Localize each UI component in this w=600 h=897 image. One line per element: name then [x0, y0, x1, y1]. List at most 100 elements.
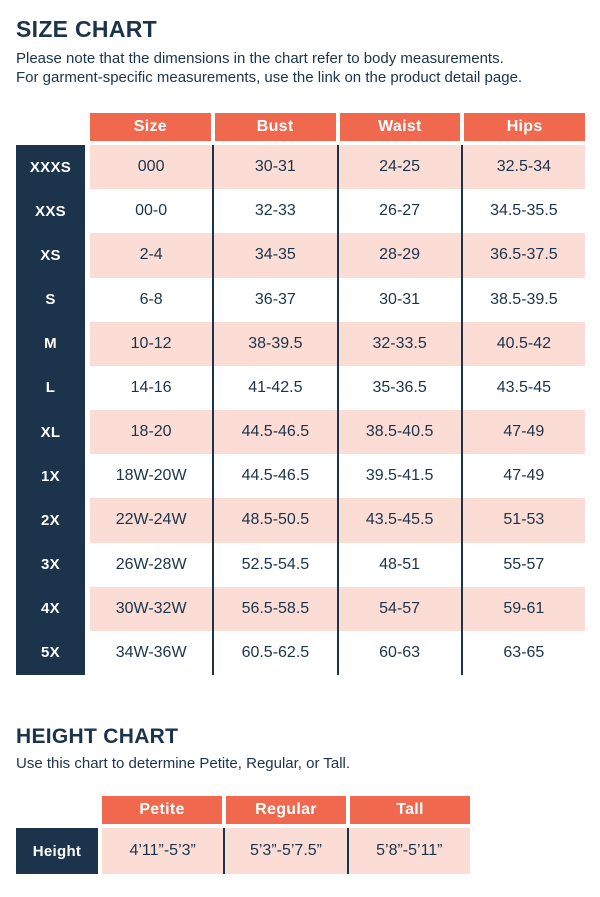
- size-cell-waist: 24-25: [338, 145, 463, 190]
- size-row-label: XS: [40, 246, 61, 264]
- column-header-tall: Tall: [350, 796, 470, 824]
- height-table-header-row: Petite Regular Tall: [102, 796, 470, 824]
- size-table-row: 14-16 41-42.5 35-36.5 43.5-45: [90, 365, 585, 411]
- size-chart-note-line1: Please note that the dimensions in the c…: [16, 50, 504, 67]
- size-cell-hips: 36.5-37.5: [462, 233, 585, 278]
- size-row-label: 5X: [41, 644, 60, 662]
- height-table-label-spacer: [16, 796, 98, 828]
- height-table-label-column: Height: [16, 796, 98, 874]
- size-cell-size: 34W-36W: [90, 630, 215, 676]
- size-cell-hips: 47-49: [462, 454, 585, 499]
- size-cell-size: 30W-32W: [90, 586, 215, 631]
- size-cell-size: 10-12: [90, 321, 215, 366]
- size-cell-waist: 43.5-45.5: [338, 498, 463, 543]
- size-row-label: XL: [40, 423, 61, 441]
- size-cell-size: 14-16: [90, 365, 215, 411]
- size-cell-bust: 34-35: [214, 233, 339, 278]
- size-cell-hips: 34.5-35.5: [462, 189, 585, 234]
- size-row-label: 1X: [41, 467, 60, 485]
- size-table-label-spacer: [16, 113, 85, 145]
- height-cell-tall: 5’8”-5’11”: [348, 828, 470, 874]
- size-cell-waist: 30-31: [338, 277, 463, 322]
- size-row-label: XXXS: [29, 158, 72, 176]
- size-cell-bust: 30-31: [214, 145, 339, 190]
- size-cell-size: 22W-24W: [90, 498, 215, 543]
- size-cell-hips: 63-65: [462, 630, 585, 676]
- size-cell-bust: 60.5-62.5: [214, 630, 339, 676]
- size-cell-bust: 56.5-58.5: [214, 586, 339, 631]
- size-cell-waist: 32-33.5: [338, 321, 463, 366]
- size-cell-waist: 28-29: [338, 233, 463, 278]
- size-chart-note-line2: For garment-specific measurements, use t…: [16, 69, 523, 86]
- size-row-label: S: [45, 291, 56, 309]
- size-row-label: 4X: [41, 600, 60, 618]
- size-cell-size: 18W-20W: [90, 454, 215, 499]
- size-cell-bust: 36-37: [214, 277, 339, 322]
- height-row-label: Height: [16, 828, 98, 874]
- size-table-data: Size Bust Waist Hips 000 30-31 24-25 32.5-3…: [90, 113, 585, 676]
- size-row-label: XXS: [35, 202, 66, 220]
- size-cell-waist: 35-36.5: [338, 365, 463, 411]
- column-header-waist: Waist: [339, 113, 461, 141]
- size-table-label-column: XXXS XXS XS S M L XL 1X 2X 3X 4X 5X: [16, 113, 85, 675]
- size-cell-hips: 32.5-34: [462, 145, 585, 190]
- size-row-label: M: [44, 335, 57, 353]
- size-cell-bust: 41-42.5: [214, 365, 339, 411]
- column-header-regular: Regular: [226, 796, 346, 824]
- size-table-row: 00-0 32-33 26-27 34.5-35.5: [90, 189, 585, 234]
- size-table-row: 26W-28W 52.5-54.5 48-51 55-57: [90, 542, 585, 587]
- size-cell-size: 2-4: [90, 233, 215, 278]
- size-cell-size: 00-0: [90, 189, 215, 234]
- size-cell-size: 26W-28W: [90, 542, 215, 587]
- size-cell-hips: 51-53: [462, 498, 585, 543]
- size-cell-waist: 38.5-40.5: [338, 410, 463, 455]
- size-cell-bust: 32-33: [214, 189, 339, 234]
- size-chart-title: SIZE CHART: [16, 16, 157, 42]
- size-cell-hips: 59-61: [462, 586, 585, 631]
- column-header-bust: Bust: [214, 113, 336, 141]
- column-header-hips: Hips: [464, 113, 585, 141]
- column-header-size: Size: [90, 113, 211, 141]
- height-cell-petite: 4’11”-5’3”: [102, 828, 226, 874]
- height-table-data: Petite Regular Tall 4’11”-5’3” 5’3”-5’7.…: [102, 796, 470, 874]
- height-chart-note: Use this chart to determine Petite, Regu…: [16, 755, 351, 772]
- size-cell-waist: 39.5-41.5: [338, 454, 463, 499]
- size-cell-hips: 55-57: [462, 542, 585, 587]
- size-table-row: 18-20 44.5-46.5 38.5-40.5 47-49: [90, 410, 585, 455]
- size-chart-note: Please note that the dimensions in the c…: [16, 49, 585, 87]
- size-row-label: L: [45, 379, 56, 397]
- height-table-row: 4’11”-5’3” 5’3”-5’7.5” 5’8”-5’11”: [102, 828, 470, 874]
- size-cell-waist: 26-27: [338, 189, 463, 234]
- size-table-row: 2-4 34-35 28-29 36.5-37.5: [90, 233, 585, 278]
- size-table-row: 18W-20W 44.5-46.5 39.5-41.5 47-49: [90, 454, 585, 499]
- size-cell-waist: 48-51: [338, 542, 463, 587]
- size-cell-size: 6-8: [90, 277, 215, 322]
- size-cell-bust: 44.5-46.5: [214, 454, 339, 499]
- size-table-row: 10-12 38-39.5 32-33.5 40.5-42: [90, 321, 585, 366]
- height-chart-title: HEIGHT CHART: [16, 725, 179, 748]
- size-cell-bust: 44.5-46.5: [214, 410, 339, 455]
- size-cell-size: 000: [90, 145, 215, 190]
- height-table: Height Petite Regular Tall 4’11”-5’3” 5’…: [16, 796, 470, 874]
- size-cell-waist: 60-63: [338, 630, 463, 676]
- size-cell-hips: 47-49: [462, 410, 585, 455]
- size-cell-waist: 54-57: [338, 586, 463, 631]
- size-cell-size: 18-20: [90, 410, 215, 455]
- size-cell-bust: 48.5-50.5: [214, 498, 339, 543]
- size-cell-hips: 43.5-45: [462, 365, 585, 411]
- size-table: XXXS XXS XS S M L XL 1X 2X 3X 4X 5X Size Bust Waist…: [16, 113, 585, 676]
- size-row-label: 3X: [41, 556, 60, 574]
- size-table-header-row: Size Bust Waist Hips: [90, 113, 585, 141]
- size-table-row: 34W-36W 60.5-62.5 60-63 63-65: [90, 630, 585, 676]
- size-table-row: 000 30-31 24-25 32.5-34: [90, 145, 585, 190]
- size-table-labels: XXXS XXS XS S M L XL 1X 2X 3X 4X 5X: [16, 145, 85, 675]
- height-cell-regular: 5’3”-5’7.5”: [225, 828, 349, 874]
- size-cell-hips: 40.5-42: [462, 321, 585, 366]
- size-cell-hips: 38.5-39.5: [462, 277, 585, 322]
- page: SIZE CHART Please note that the dimensio…: [16, 16, 585, 874]
- column-header-petite: Petite: [102, 796, 222, 824]
- size-table-row: 6-8 36-37 30-31 38.5-39.5: [90, 277, 585, 322]
- size-table-row: 22W-24W 48.5-50.5 43.5-45.5 51-53: [90, 498, 585, 543]
- size-table-rows: 000 30-31 24-25 32.5-34 00-0 32-33 26-27 34.5-3…: [90, 145, 585, 676]
- size-cell-bust: 38-39.5: [214, 321, 339, 366]
